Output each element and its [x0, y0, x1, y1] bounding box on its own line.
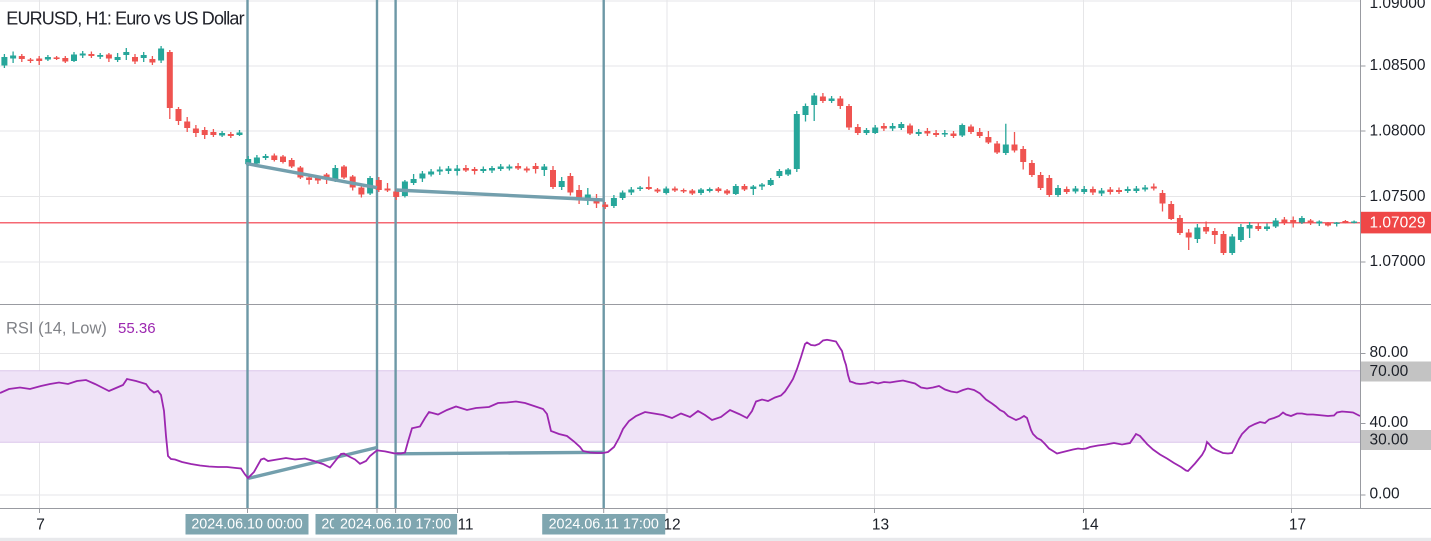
svg-text:EURUSD, H1: Euro vs US Dollar: EURUSD, H1: Euro vs US Dollar	[6, 8, 244, 28]
svg-text:0.00: 0.00	[1370, 486, 1401, 503]
svg-text:80.00: 80.00	[1370, 344, 1409, 361]
svg-text:30.00: 30.00	[1370, 432, 1409, 449]
svg-text:1.07000: 1.07000	[1370, 253, 1426, 270]
svg-text:55.36: 55.36	[118, 320, 156, 337]
svg-text:70.00: 70.00	[1370, 363, 1409, 380]
svg-text:1.07500: 1.07500	[1370, 188, 1426, 205]
svg-text:12: 12	[663, 516, 680, 533]
svg-text:2024.06.11 17:00: 2024.06.11 17:00	[549, 516, 659, 532]
svg-text:2024.06.10 17:00: 2024.06.10 17:00	[340, 516, 451, 532]
svg-text:11: 11	[457, 516, 473, 533]
svg-text:2024.06.10 00:00: 2024.06.10 00:00	[191, 516, 302, 532]
svg-text:13: 13	[872, 516, 889, 533]
svg-text:14: 14	[1081, 516, 1099, 533]
svg-text:1.07029: 1.07029	[1370, 214, 1426, 231]
svg-text:40.00: 40.00	[1370, 414, 1409, 431]
svg-text:1.09000: 1.09000	[1370, 0, 1426, 12]
svg-text:RSI (14, Low): RSI (14, Low)	[6, 320, 107, 338]
svg-text:17: 17	[1289, 516, 1306, 533]
svg-text:7: 7	[36, 516, 45, 533]
svg-text:1.08500: 1.08500	[1370, 57, 1426, 74]
svg-text:1.08000: 1.08000	[1370, 123, 1426, 140]
